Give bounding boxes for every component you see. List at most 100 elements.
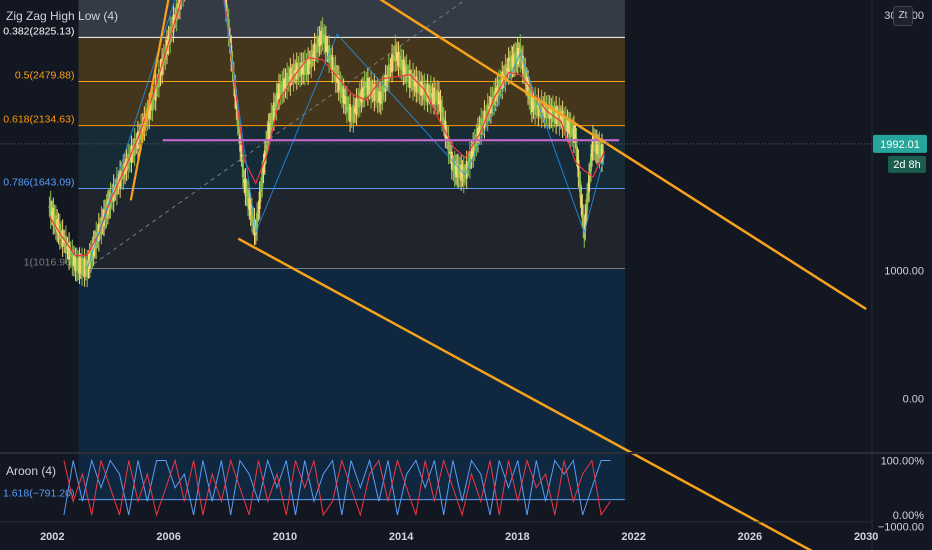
candle-body: [476, 127, 479, 143]
candle-body: [511, 56, 514, 68]
candle-body: [456, 163, 459, 178]
candle-body: [542, 106, 545, 113]
main-indicator-title[interactable]: Zig Zag High Low (4): [6, 9, 119, 23]
candle-body: [581, 204, 584, 218]
candle-body: [237, 126, 240, 134]
candle-body: [261, 170, 264, 188]
candle-body: [278, 83, 281, 100]
candle-body: [268, 123, 271, 130]
candle-body: [69, 251, 72, 258]
aroon-up-line: [63, 458, 611, 516]
candle-body: [478, 125, 481, 135]
candle-body: [457, 164, 460, 178]
candle-body: [141, 123, 144, 133]
candle-body: [366, 78, 369, 96]
candle-body: [170, 26, 173, 32]
candle-body: [566, 119, 569, 132]
candle-body: [320, 31, 323, 45]
time-axis-label: 2014: [389, 531, 414, 543]
candle-body: [365, 82, 368, 89]
fib-label: 0.5(2479.88): [15, 69, 75, 81]
candle-body: [499, 80, 502, 88]
candle-body: [580, 195, 583, 206]
candle-body: [252, 216, 255, 226]
candle-body: [153, 97, 156, 100]
candle-body: [520, 58, 523, 60]
current-price-badge: [873, 134, 927, 153]
candle-body: [601, 143, 604, 162]
candle-body: [344, 96, 347, 105]
candle-body: [431, 93, 434, 98]
candle-body: [324, 36, 327, 53]
candle-body: [429, 85, 432, 104]
time-axis-label: 2030: [854, 531, 878, 543]
candle-body: [523, 68, 526, 73]
candle-body: [530, 96, 533, 113]
candle-body: [239, 134, 242, 152]
candle-body: [423, 83, 426, 100]
candle-body: [391, 54, 394, 73]
candle-body: [342, 88, 345, 104]
candle-body: [453, 161, 456, 178]
price-scale-label: −1000.00: [878, 521, 924, 533]
candle-body: [75, 257, 78, 272]
moving-average-line: [48, 0, 606, 257]
candle-body: [376, 87, 379, 103]
candle-body: [441, 106, 444, 122]
candle-body: [77, 260, 80, 270]
candle-body: [135, 143, 138, 145]
candle-body: [507, 57, 510, 75]
candle-body: [584, 214, 587, 231]
time-axis-label: 2026: [738, 531, 762, 543]
candle-body: [235, 99, 238, 110]
candle-body: [68, 242, 71, 260]
candle-body: [258, 191, 261, 210]
candle-body: [460, 164, 463, 181]
candle-body: [282, 78, 285, 93]
candle-body: [66, 246, 69, 249]
candle-body: [287, 76, 290, 82]
candle-body: [72, 255, 75, 267]
candle-body: [337, 75, 340, 91]
candle-body: [556, 115, 559, 117]
candle-body: [473, 139, 476, 151]
candle-body: [274, 105, 277, 108]
candle-body: [428, 93, 431, 95]
candle-body: [527, 80, 530, 95]
scale-settings-button[interactable]: Zt: [893, 6, 913, 26]
candle-body: [151, 93, 154, 112]
candle-body: [54, 215, 57, 230]
candle-body: [395, 51, 398, 61]
candle-body: [265, 140, 268, 154]
candle-body: [540, 100, 543, 118]
candle-body: [363, 80, 366, 97]
fib-label: 0.618(2134.63): [3, 114, 74, 126]
candle-body: [78, 257, 81, 274]
candle-body: [243, 179, 246, 183]
candle-body: [437, 92, 440, 105]
time-axis-label: 2018: [505, 531, 529, 543]
aroon-indicator-title[interactable]: Aroon (4): [6, 464, 57, 478]
candle-body: [272, 102, 275, 121]
candle-body: [465, 160, 468, 179]
candle-body: [263, 150, 266, 165]
candle-body: [574, 134, 577, 139]
candle-body: [415, 76, 418, 93]
candle-body: [379, 91, 382, 105]
candle-body: [481, 120, 484, 125]
candle-body: [480, 118, 483, 135]
candle-body: [71, 249, 74, 266]
candle-body: [497, 79, 500, 96]
candle-body: [551, 105, 554, 122]
candle-body: [389, 68, 392, 70]
candle-body: [279, 84, 282, 95]
candle-body: [156, 84, 159, 87]
aroon-scale-label: 0.00%: [893, 510, 924, 522]
candle-body: [360, 89, 363, 103]
candle-body: [339, 81, 342, 94]
candle-body: [74, 257, 77, 271]
candle-body: [56, 219, 59, 232]
candle-body: [381, 85, 384, 101]
time-axis-label: 2002: [40, 531, 64, 543]
